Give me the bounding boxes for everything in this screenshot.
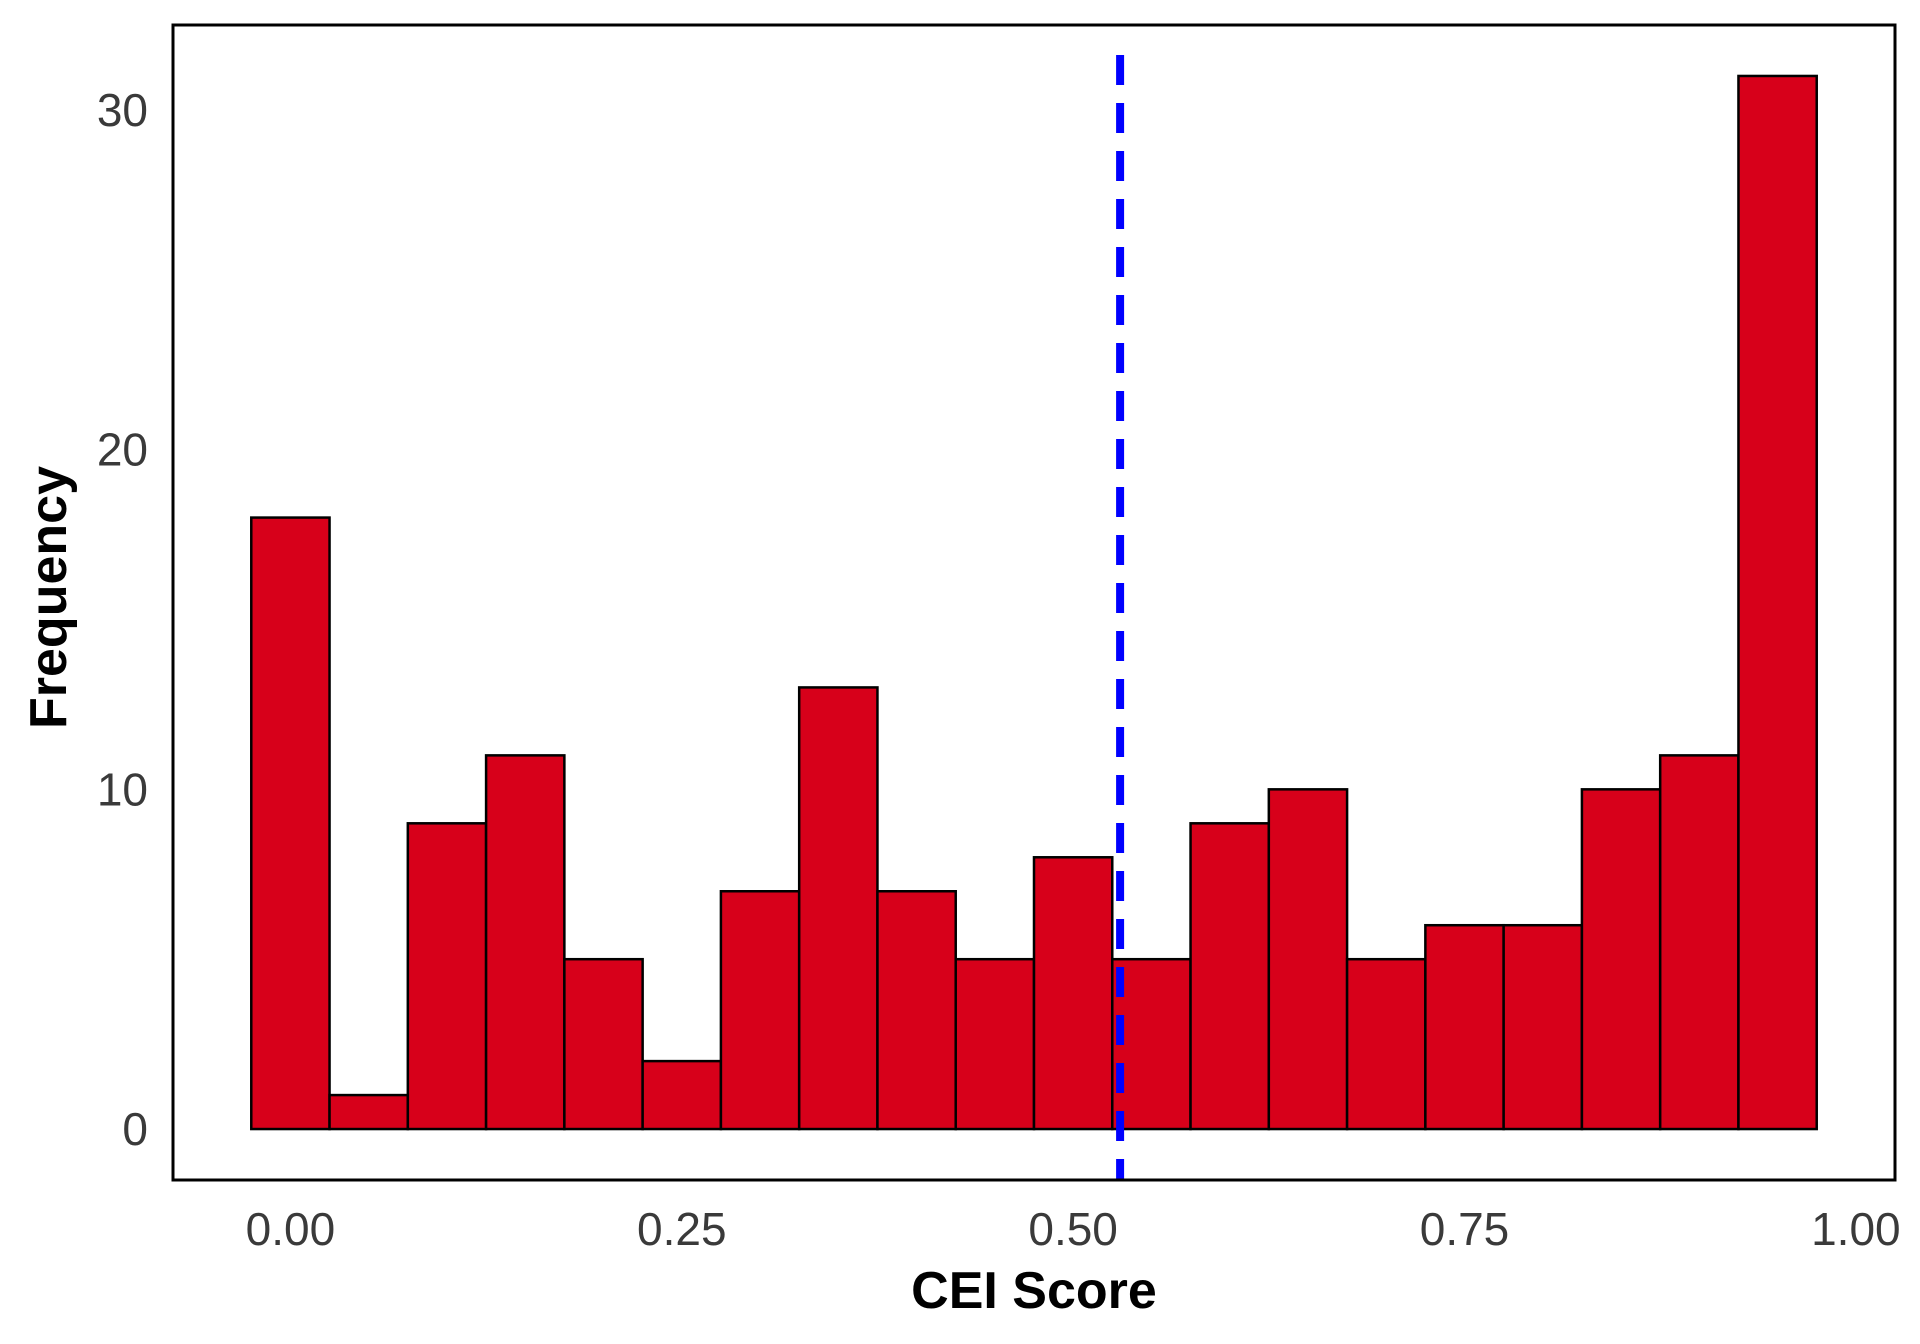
histogram-bar-15: [1424, 923, 1505, 1131]
histogram-bar-14: [1345, 957, 1427, 1131]
histogram-bar-3: [484, 754, 566, 1131]
histogram-bar-11: [1111, 957, 1192, 1131]
histogram-bar-12: [1189, 822, 1271, 1131]
x-axis-title: CEI Score: [911, 1262, 1157, 1320]
histogram-bar-1: [328, 1093, 410, 1131]
plot-frame: [171, 23, 1897, 1182]
histogram-bar-7: [797, 686, 879, 1131]
x-tick-label-0: 0.00: [246, 1203, 336, 1255]
histogram-bar-5: [641, 1059, 723, 1131]
y-tick-label-0: 0: [122, 1103, 148, 1155]
histogram-bar-17: [1580, 788, 1662, 1131]
histogram-bar-16: [1502, 923, 1584, 1131]
histogram-bar-0: [250, 516, 331, 1131]
histogram-bar-6: [719, 890, 801, 1131]
y-tick-label-3: 30: [97, 84, 148, 136]
x-tick-label-3: 0.75: [1420, 1203, 1510, 1255]
histogram-bar-10: [1032, 856, 1114, 1131]
histogram-bar-9: [954, 957, 1036, 1131]
histogram-bar-18: [1658, 754, 1740, 1131]
histogram-bars: [250, 74, 1818, 1131]
histogram-bar-19: [1737, 74, 1818, 1131]
histogram-bar-2: [406, 822, 488, 1131]
y-axis-title: Frequency: [20, 466, 78, 729]
y-axis-ticks: 0 10 20 30: [97, 84, 148, 1155]
x-tick-label-2: 0.50: [1028, 1203, 1118, 1255]
histogram-bar-8: [876, 890, 957, 1131]
histogram-bar-13: [1267, 788, 1349, 1131]
x-axis-ticks: 0.00 0.25 0.50 0.75 1.00: [246, 1203, 1901, 1255]
y-tick-label-2: 20: [97, 424, 148, 476]
histogram-bar-4: [563, 957, 644, 1131]
x-tick-label-1: 0.25: [637, 1203, 727, 1255]
x-tick-label-4: 1.00: [1811, 1203, 1901, 1255]
y-tick-label-1: 10: [97, 763, 148, 815]
